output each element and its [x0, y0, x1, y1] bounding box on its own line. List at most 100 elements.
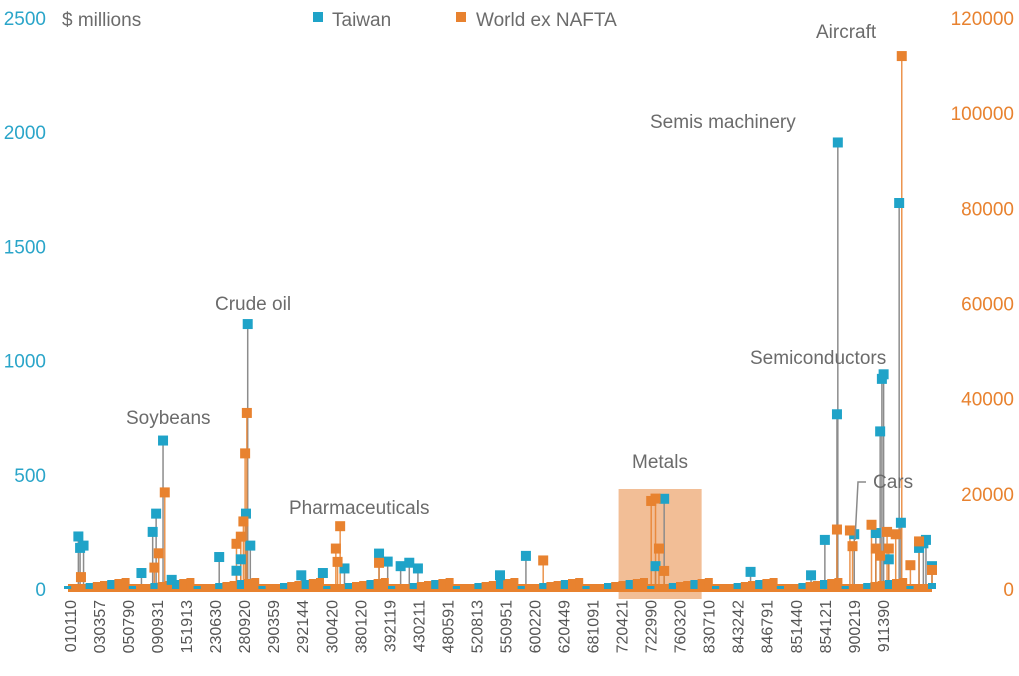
baseline-mark: [179, 579, 188, 589]
legend-label-world-ex-nafta: World ex NAFTA: [476, 10, 617, 31]
baseline-mark: [330, 585, 339, 589]
baseline-mark: [539, 583, 548, 589]
baseline-mark: [107, 580, 116, 589]
data-point: [920, 534, 931, 545]
baseline-mark: [71, 585, 80, 589]
baseline-mark: [395, 585, 404, 589]
data-point: [374, 557, 385, 568]
baseline-mark: [892, 579, 900, 589]
baseline-mark: [409, 583, 418, 589]
data-point: [538, 555, 549, 566]
data-point: [374, 548, 385, 559]
baseline-mark: [229, 581, 238, 589]
x-tick-label: 900219: [847, 600, 864, 653]
x-tick-label: 090931: [150, 600, 167, 653]
left-tick-label: 1500: [4, 237, 46, 258]
baseline-mark: [784, 585, 792, 589]
data-point: [895, 517, 906, 528]
data-point: [339, 563, 350, 574]
data-point: [806, 570, 817, 581]
data-point: [75, 572, 86, 583]
baseline-mark: [416, 582, 425, 589]
right-tick-label: 40000: [961, 390, 1014, 411]
baseline-mark: [121, 578, 130, 589]
baseline-mark: [294, 581, 303, 589]
x-tick-label: 720421: [615, 600, 632, 653]
x-tick-label: 851440: [789, 600, 806, 653]
x-tick-label: 290359: [266, 600, 283, 653]
x-tick-label: 380120: [353, 600, 370, 653]
annotation-semiconductors: Semiconductors: [750, 348, 886, 369]
x-tick-label: 854121: [818, 600, 835, 653]
data-point: [653, 543, 664, 554]
baseline-mark: [640, 578, 648, 589]
data-point: [914, 536, 925, 547]
baseline-mark: [928, 583, 936, 589]
baseline-mark: [373, 579, 382, 589]
baseline-mark: [769, 578, 778, 589]
data-point: [235, 554, 246, 565]
baseline-mark: [344, 583, 353, 589]
data-point: [332, 556, 343, 567]
baseline-mark: [402, 584, 411, 589]
left-tick-label: 1000: [4, 352, 46, 373]
data-point: [231, 565, 242, 576]
baseline-mark: [676, 582, 684, 589]
legend: Taiwan World ex NAFTA: [313, 10, 617, 31]
x-tick-label: 050790: [121, 600, 138, 653]
x-tick-label: 430211: [411, 600, 428, 652]
data-point: [878, 369, 889, 380]
data-point: [242, 319, 253, 330]
data-point: [831, 409, 842, 420]
x-tick-label: 911390: [876, 600, 893, 652]
data-point: [136, 568, 147, 579]
baseline-mark: [208, 584, 216, 589]
baseline-mark: [258, 586, 267, 589]
baseline-mark: [553, 581, 562, 589]
data-point: [158, 435, 169, 446]
data-point: [395, 561, 406, 572]
baseline-mark: [870, 582, 879, 589]
baseline-mark: [668, 583, 677, 589]
baseline-mark: [272, 584, 281, 589]
baseline-mark: [481, 582, 490, 589]
baseline-mark: [661, 584, 670, 589]
baseline-mark: [316, 578, 324, 589]
data-point: [650, 561, 661, 572]
baseline-mark: [323, 586, 332, 589]
baseline-mark: [755, 580, 764, 589]
data-point: [883, 543, 894, 554]
data-point: [238, 516, 249, 527]
baseline-mark: [380, 578, 389, 589]
data-point: [875, 426, 886, 437]
data-point: [330, 543, 341, 554]
x-axis-ticks: 010110 030357 050790 090931 151913 230630 2809…: [63, 600, 893, 653]
baseline-mark: [200, 585, 209, 589]
baseline-layer: [64, 578, 936, 592]
x-tick-label: 760320: [673, 600, 690, 653]
stems-layer: [77, 56, 933, 589]
baseline-mark: [719, 585, 728, 589]
baseline-mark: [388, 586, 396, 589]
baseline-mark: [445, 578, 454, 589]
baseline-mark: [431, 580, 440, 589]
annotation-aircraft: Aircraft: [816, 22, 877, 43]
x-tick-label: 230630: [208, 600, 225, 653]
baseline-mark: [812, 581, 821, 589]
baseline-mark: [143, 584, 152, 589]
baseline-mark: [496, 580, 504, 589]
data-point: [495, 570, 505, 581]
annotation-semis-machinery: Semis machinery: [650, 112, 796, 133]
baseline-mark: [92, 582, 101, 589]
annotation-metals: Metals: [632, 452, 688, 473]
baseline-mark: [78, 584, 87, 589]
baseline-mark: [575, 578, 584, 589]
data-point: [240, 448, 251, 459]
data-point: [832, 137, 843, 148]
data-point: [927, 564, 937, 575]
x-tick-label: 830710: [702, 600, 719, 653]
baseline-mark: [820, 580, 828, 589]
left-tick-label: 500: [14, 466, 46, 487]
data-point: [149, 562, 160, 573]
